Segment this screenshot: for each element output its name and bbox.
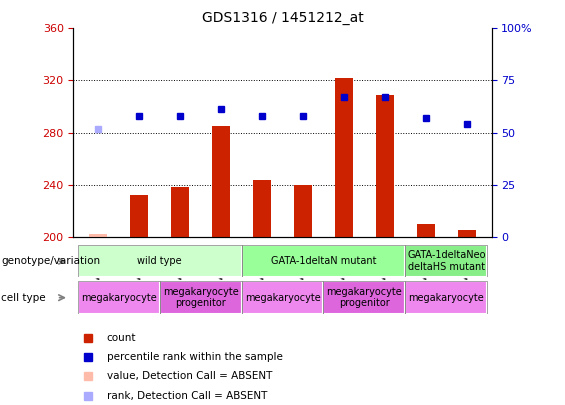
Text: count: count bbox=[107, 333, 136, 343]
Bar bbox=[406, 245, 488, 277]
Bar bbox=[241, 281, 324, 314]
Bar bbox=[324, 281, 406, 314]
Text: rank, Detection Call = ABSENT: rank, Detection Call = ABSENT bbox=[107, 390, 267, 401]
Bar bbox=[241, 245, 406, 277]
Title: GDS1316 / 1451212_at: GDS1316 / 1451212_at bbox=[202, 11, 363, 25]
Text: megakaryocyte: megakaryocyte bbox=[81, 293, 157, 303]
Text: percentile rank within the sample: percentile rank within the sample bbox=[107, 352, 282, 362]
Text: value, Detection Call = ABSENT: value, Detection Call = ABSENT bbox=[107, 371, 272, 382]
Bar bbox=[159, 281, 241, 314]
Bar bbox=[253, 179, 271, 237]
Bar bbox=[417, 224, 435, 237]
Bar bbox=[89, 234, 107, 237]
Bar bbox=[171, 188, 189, 237]
Bar bbox=[294, 185, 312, 237]
Bar bbox=[130, 195, 148, 237]
Text: GATA-1deltaNeo
deltaHS mutant: GATA-1deltaNeo deltaHS mutant bbox=[407, 250, 486, 272]
Bar bbox=[458, 230, 476, 237]
Text: megakaryocyte
progenitor: megakaryocyte progenitor bbox=[163, 287, 238, 309]
Text: wild type: wild type bbox=[137, 256, 182, 266]
Bar bbox=[77, 281, 159, 314]
Text: megakaryocyte: megakaryocyte bbox=[245, 293, 320, 303]
Bar bbox=[212, 126, 231, 237]
Text: megakaryocyte
progenitor: megakaryocyte progenitor bbox=[327, 287, 402, 309]
Text: genotype/variation: genotype/variation bbox=[1, 256, 100, 266]
Text: GATA-1deltaN mutant: GATA-1deltaN mutant bbox=[271, 256, 376, 266]
Bar bbox=[406, 281, 488, 314]
Bar bbox=[376, 95, 394, 237]
Bar bbox=[77, 245, 241, 277]
Bar bbox=[334, 78, 353, 237]
Text: cell type: cell type bbox=[1, 293, 46, 303]
Text: megakaryocyte: megakaryocyte bbox=[408, 293, 484, 303]
